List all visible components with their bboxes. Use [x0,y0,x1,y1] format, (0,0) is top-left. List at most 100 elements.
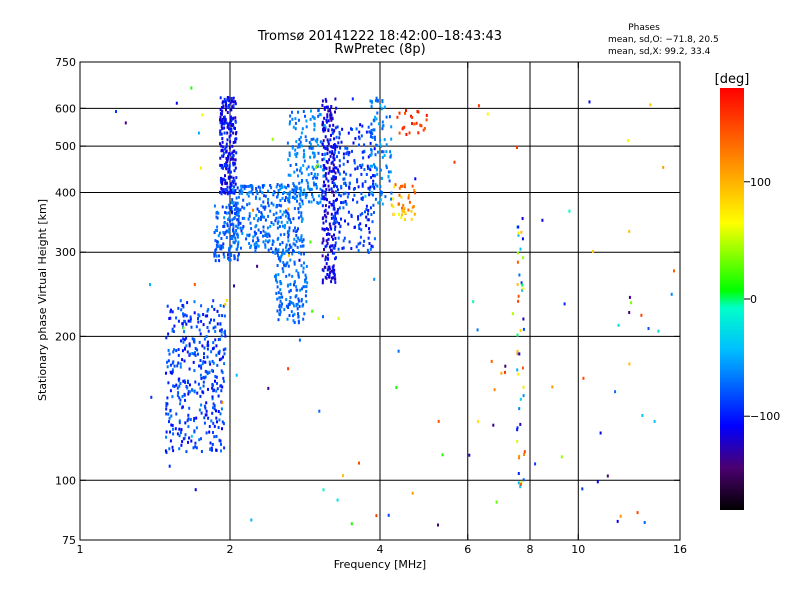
data-point [630,301,633,305]
data-point [219,115,222,119]
data-point [221,122,224,126]
data-point [342,156,345,160]
data-point [202,380,205,384]
data-point [173,364,176,368]
data-point [184,433,187,437]
data-point [413,188,416,192]
data-point [304,273,307,277]
data-point [298,258,301,262]
data-point [358,143,360,147]
data-point [321,103,324,107]
data-point [304,278,307,282]
data-point [293,321,296,324]
data-point [304,285,307,289]
data-point [297,297,300,301]
data-point [302,244,305,248]
data-point [233,256,236,260]
data-point [328,205,331,209]
data-point [213,254,216,258]
colorbar-tick-label: −100 [750,410,780,423]
data-point [225,150,228,154]
data-point [248,184,251,188]
data-point [287,264,290,268]
data-point [237,222,240,226]
data-point [302,285,305,289]
data-point [232,181,235,185]
data-point [195,416,198,420]
data-point [673,269,675,273]
data-point [285,249,288,253]
data-point [333,128,336,132]
data-point [223,330,226,334]
data-point [318,409,321,413]
data-point [228,127,230,131]
data-point [315,185,318,188]
data-point [212,361,215,365]
data-point [298,181,301,185]
data-point [264,205,267,209]
data-point [257,217,260,221]
data-point [199,394,202,398]
data-point [173,348,175,352]
data-point [322,237,325,241]
data-point [172,427,174,431]
data-point [289,282,292,286]
data-point [367,236,370,240]
data-point [230,97,233,100]
data-point [352,141,355,145]
data-point [170,423,173,427]
data-point [519,485,522,489]
data-point [235,176,238,180]
data-point [194,347,197,350]
y-axis-label: Stationary phase Virtual Height [km] [36,199,49,401]
data-point [222,376,225,380]
data-point [168,420,170,424]
data-point [265,232,268,236]
data-point [288,226,291,230]
data-point [340,217,342,221]
data-point [189,315,192,319]
data-point [348,240,351,244]
data-point [520,480,523,484]
data-point [522,317,525,321]
data-point [315,165,317,169]
data-point [231,198,234,202]
data-point [360,197,363,201]
data-point [267,214,270,218]
data-point [279,310,282,314]
data-point [299,166,302,170]
data-point [190,434,193,438]
data-point [322,269,325,273]
data-point [398,131,401,135]
data-point [296,168,299,172]
data-point [518,273,521,277]
data-point [332,222,335,226]
data-point [189,418,192,421]
data-point [221,427,223,431]
data-point [224,211,227,214]
data-point [247,194,250,198]
data-point [222,145,224,149]
data-point [516,283,519,286]
data-point [285,243,288,247]
data-point [176,432,179,436]
data-point [178,419,181,423]
data-point [490,359,493,363]
data-point [519,329,522,332]
data-point [240,246,242,250]
data-point [305,194,308,197]
data-point [324,183,327,187]
data-point [370,129,373,133]
data-point [227,96,230,100]
data-point [184,398,186,402]
data-point [338,222,341,225]
data-point [215,215,218,219]
data-point [329,248,332,252]
data-point [225,167,228,171]
data-point [216,309,219,313]
data-point [188,344,191,348]
data-point [234,236,237,240]
data-point [292,182,295,186]
data-point [390,203,393,207]
data-point [516,251,519,255]
